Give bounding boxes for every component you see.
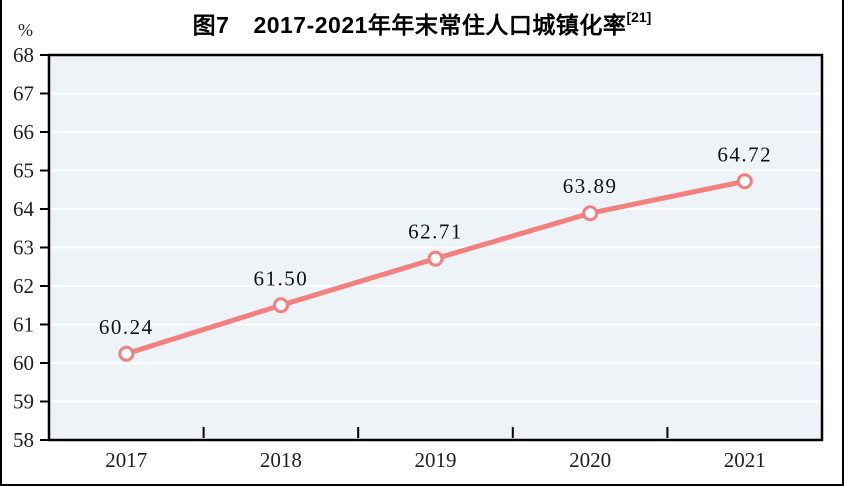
data-point-marker xyxy=(736,173,753,190)
data-point-marker xyxy=(118,345,135,362)
y-axis-unit-label: % xyxy=(18,20,33,40)
x-axis-label: 2021 xyxy=(724,448,766,472)
y-axis-label: 61 xyxy=(13,313,34,337)
y-axis-label: 58 xyxy=(13,428,34,452)
x-axis-label: 2017 xyxy=(105,448,147,472)
data-point-label: 61.50 xyxy=(254,266,309,290)
data-point-label: 60.24 xyxy=(99,315,154,339)
data-point-label: 62.71 xyxy=(408,220,463,244)
x-axis-label: 2018 xyxy=(260,448,302,472)
chart-title-footnote-ref: [21] xyxy=(626,9,652,26)
data-point-marker xyxy=(582,205,599,222)
data-point-marker xyxy=(427,250,444,267)
y-axis-label: 63 xyxy=(13,236,34,260)
y-axis-label: 67 xyxy=(13,82,34,106)
data-point-marker xyxy=(272,297,289,314)
y-axis-label: 59 xyxy=(13,390,34,414)
x-axis-label: 2019 xyxy=(415,448,457,472)
y-axis-label: 66 xyxy=(13,120,34,144)
y-axis-label: 62 xyxy=(13,274,34,298)
chart-title: 图7 2017-2021年年末常住人口城镇化率[21] xyxy=(2,6,842,40)
y-axis-label: 64 xyxy=(13,197,35,221)
data-point-label: 64.72 xyxy=(717,142,772,166)
chart-title-prefix: 图7 xyxy=(192,12,230,38)
y-axis-label: 68 xyxy=(13,43,34,67)
data-point-label: 63.89 xyxy=(563,174,618,198)
y-axis-label: 65 xyxy=(13,159,34,183)
chart-title-text: 2017-2021年年末常住人口城镇化率 xyxy=(253,12,627,38)
x-axis-label: 2020 xyxy=(569,448,611,472)
plot-border xyxy=(47,53,824,442)
y-axis-label: 60 xyxy=(13,351,34,375)
